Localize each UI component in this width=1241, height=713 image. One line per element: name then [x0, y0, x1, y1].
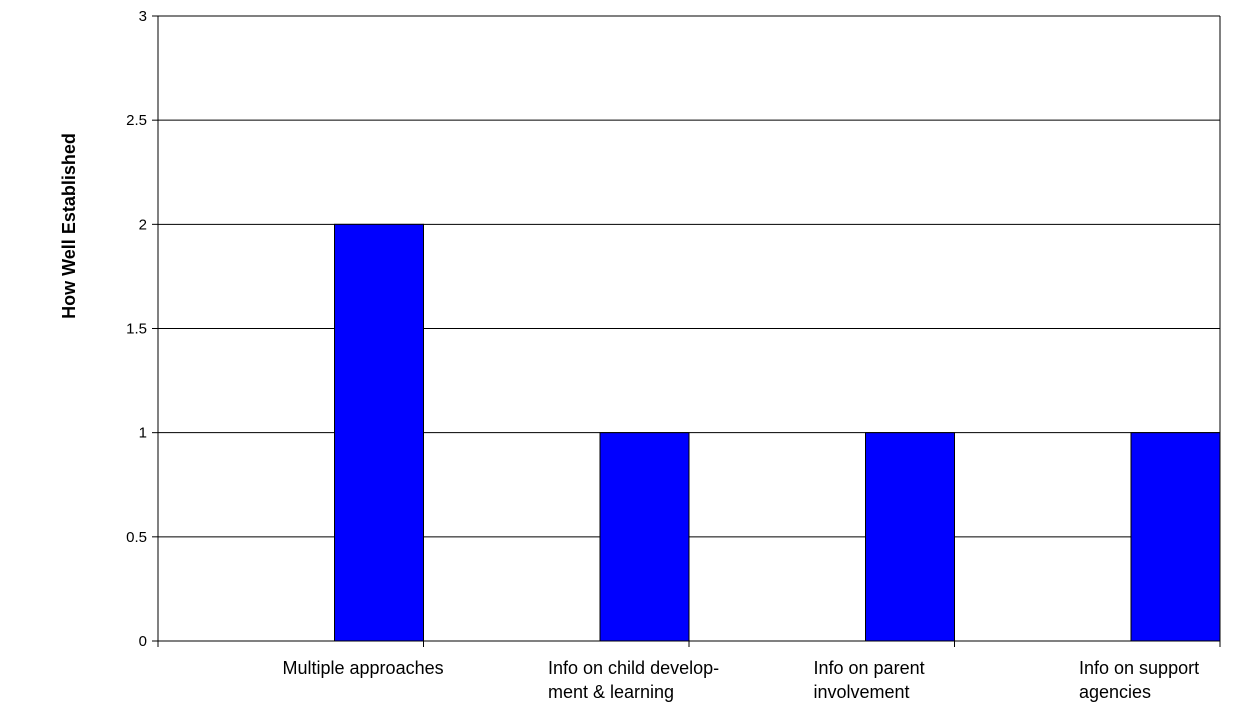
bar	[1130, 432, 1221, 642]
x-tick-label-line: Info on support	[1079, 658, 1199, 678]
x-tick-label-line: involvement	[814, 682, 910, 702]
bar	[599, 432, 690, 642]
x-tick-label: Info on parent involvement	[814, 658, 925, 702]
x-tick-label-line: Info on parent	[814, 658, 925, 678]
bars	[334, 223, 1221, 642]
y-tick-label: 2.5	[126, 112, 147, 129]
x-tick-label-line: ment & learning	[548, 682, 674, 702]
x-tick-label-line: Info on child develop-	[548, 658, 719, 678]
x-tick-label: Multiple approaches	[283, 658, 444, 678]
y-tick-labels: 0 0.5 1 1.5 2 2.5 3	[126, 8, 147, 650]
x-tick-label: Info on child develop-ment & learning	[548, 658, 719, 702]
x-tick-labels: Multiple approaches Info on child develop…	[283, 658, 1200, 702]
y-tick-label: 1.5	[126, 321, 147, 338]
x-tick-label: Info on support agencies	[1079, 658, 1199, 702]
y-tick-label: 3	[139, 8, 147, 25]
y-tick-label: 1	[139, 425, 147, 442]
bar	[334, 223, 424, 642]
x-tick-label-line: agencies	[1079, 682, 1151, 702]
x-tick-label-line: Multiple approaches	[283, 658, 444, 678]
bar	[865, 432, 955, 642]
axes	[152, 15, 1221, 647]
y-tick-label: 0.5	[126, 529, 147, 546]
y-tick-label: 2	[139, 216, 147, 233]
y-axis-label: How Well Established	[59, 133, 79, 319]
y-tick-label: 0	[139, 633, 147, 650]
